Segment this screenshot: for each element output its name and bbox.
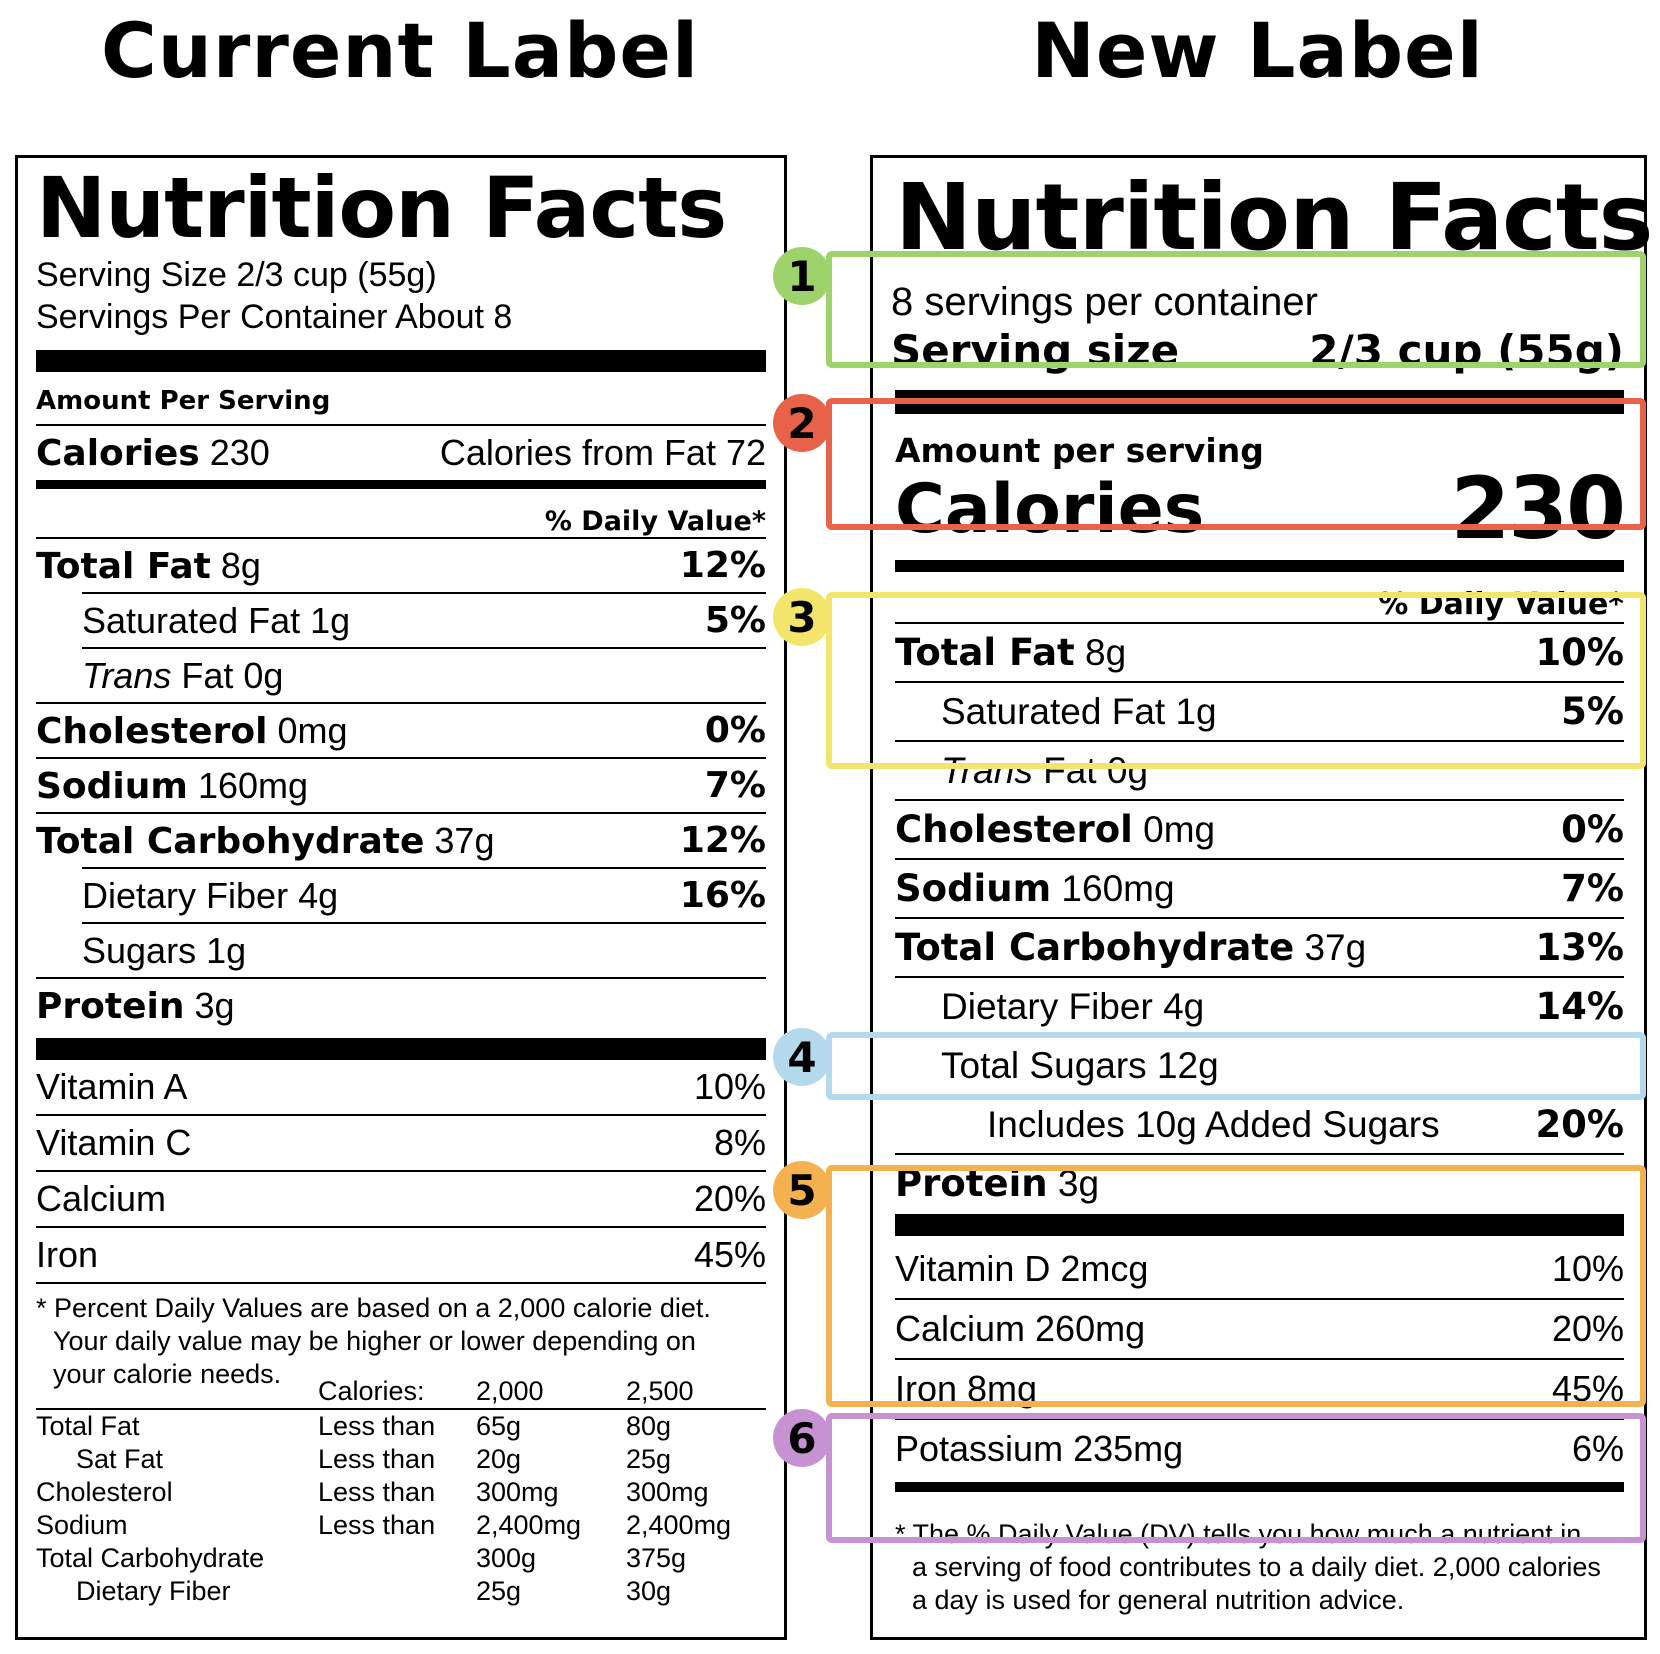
callout-badge-6: 6 [773, 1409, 831, 1467]
callout-box-1 [826, 251, 1646, 368]
nutrient-row-total-carbohydrate: Total Carbohydrate 37g 13% [895, 926, 1624, 969]
callout-box-5 [826, 1165, 1646, 1407]
table-row: Dietary Fiber 25g 30g [76, 1576, 672, 1606]
calories-value: 230 [1450, 459, 1626, 559]
nutrient-row-cholesterol: Cholesterol 0mg 0% [36, 709, 766, 752]
nutrient-row-sodium: Sodium 160mg 7% [36, 764, 766, 807]
current-nutrition-label: Nutrition Facts Serving Size 2/3 cup (55… [15, 155, 787, 1640]
table-row: Cholesterol Less than 300mg 300mg [36, 1477, 709, 1507]
daily-value-header: % Daily Value* [544, 506, 766, 537]
vitamin-row-c: Vitamin C 8% [36, 1122, 766, 1163]
vitamin-row-a: Vitamin A 10% [36, 1066, 766, 1107]
vitamin-row-iron: Iron 45% [36, 1234, 766, 1275]
calories-label: Calories [36, 433, 200, 474]
thick-divider [36, 350, 766, 372]
nutrient-row-dietary-fiber: Dietary Fiber 4g 16% [82, 874, 766, 917]
vitamin-row-calcium: Calcium 260mg 20% [895, 1308, 1624, 1349]
footnote: * The % Daily Value (DV) tells you how m… [895, 1519, 1601, 1615]
callout-badge-2: 2 [773, 394, 831, 452]
callout-badge-1: 1 [773, 247, 831, 305]
callout-box-4 [826, 1032, 1646, 1100]
servings-per-container: 8 servings per container [891, 280, 1318, 324]
thick-divider [36, 1038, 766, 1060]
table-row: Sat Fat Less than 20g 25g [76, 1444, 672, 1474]
nutrition-facts-heading: Nutrition Facts [36, 159, 727, 257]
callout-badge-3: 3 [773, 588, 831, 646]
medium-divider [36, 480, 766, 489]
callout-box-2 [826, 398, 1646, 530]
daily-value-reference-table: Calories: 2,000 2,500 Total Fat Less than 65… [36, 1375, 766, 1608]
nutrient-row-protein: Protein 3g [36, 984, 235, 1027]
footnote: * Percent Daily Values are based on a 2,… [36, 1293, 711, 1389]
new-label-title: New Label [1031, 6, 1484, 95]
callout-badge-5: 5 [773, 1161, 831, 1219]
nutrient-row-total-fat: Total Fat 8g 12% [36, 544, 766, 587]
medium-divider [895, 1482, 1624, 1492]
calories-row: Calories 230 [895, 459, 1626, 559]
amount-per-serving: Amount Per Serving [36, 386, 331, 416]
new-nutrition-label: Nutrition Facts 8 servings per container… [870, 155, 1653, 1640]
nutrient-row-sugars: Sugars 1g [82, 929, 247, 971]
table-row: Total Fat Less than 65g 80g [36, 1411, 672, 1441]
servings-per-container: Servings Per Container About 8 [36, 298, 513, 336]
vitamin-row-potassium: Potassium 235mg 6% [895, 1428, 1624, 1469]
nutrition-facts-heading: Nutrition Facts [895, 164, 1653, 271]
nutrient-row-trans-fat: Trans Fat 0g [82, 654, 284, 696]
nutrient-row-trans-fat: Trans Fat 0g [941, 749, 1149, 791]
nutrient-row-total-fat: Total Fat 8g 10% [895, 631, 1624, 674]
calories-label: Calories [895, 469, 1205, 549]
table-row: Total Carbohydrate 300g 375g [36, 1543, 687, 1573]
serving-size: Serving Size 2/3 cup (55g) [36, 256, 437, 294]
medium-divider [895, 560, 1624, 572]
nutrient-row-total-sugars: Total Sugars 12g [941, 1044, 1219, 1086]
calories-value: 230 [209, 432, 270, 473]
divider [36, 424, 766, 426]
callout-badge-4: 4 [773, 1028, 831, 1086]
amount-per-serving: Amount per serving [895, 431, 1264, 470]
calories-row: Calories 230 Calories from Fat 72 [36, 426, 766, 480]
table-row: Sodium Less than 2,400mg 2,400mg [36, 1510, 732, 1540]
nutrient-row-dietary-fiber: Dietary Fiber 4g 14% [941, 985, 1624, 1028]
callout-box-6 [826, 1413, 1646, 1543]
nutrient-row-sodium: Sodium 160mg 7% [895, 867, 1624, 910]
nutrient-row-saturated-fat: Saturated Fat 1g 5% [941, 690, 1624, 733]
vitamin-row-d: Vitamin D 2mcg 10% [895, 1248, 1624, 1289]
calories-from-fat: Calories from Fat 72 [439, 432, 766, 473]
nutrient-row-added-sugars: Includes 10g Added Sugars 20% [987, 1103, 1624, 1146]
current-label-title: Current Label [101, 6, 699, 95]
thick-divider [895, 1214, 1624, 1236]
nutrient-row-saturated-fat: Saturated Fat 1g 5% [82, 599, 766, 642]
nutrient-row-cholesterol: Cholesterol 0mg 0% [895, 808, 1624, 851]
table-header-row: Calories: 2,000 2,500 [36, 1375, 766, 1409]
vitamin-row-calcium: Calcium 20% [36, 1178, 766, 1219]
callout-box-3 [826, 592, 1646, 769]
nutrient-row-total-carbohydrate: Total Carbohydrate 37g 12% [36, 819, 766, 862]
